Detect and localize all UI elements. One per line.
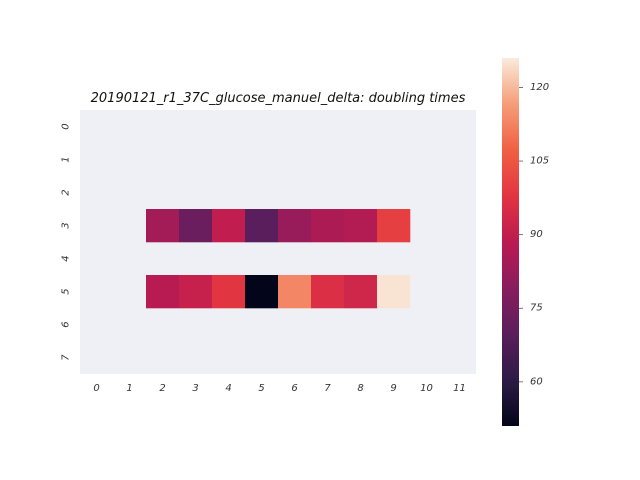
x-tick-label: 9 — [390, 383, 396, 394]
heatmap-cell-r5-c6 — [278, 275, 312, 309]
y-tick-label: 5 — [61, 288, 72, 294]
heatmap-cell-r5-c9 — [377, 275, 411, 309]
colorbar-ticks: 60 75 90 105 120 — [519, 82, 549, 387]
colorbar — [502, 58, 519, 426]
x-tick-label: 6 — [291, 383, 297, 394]
y-tick-label: 6 — [61, 321, 72, 327]
y-tick-label: 4 — [61, 255, 72, 261]
heatmap-cell-r3-c3 — [179, 209, 213, 243]
heatmap-cell-r3-c9 — [377, 209, 411, 243]
x-tick-label: 3 — [192, 383, 198, 394]
x-tick-label: 4 — [225, 383, 231, 394]
heatmap-cell-r5-c2 — [146, 275, 180, 309]
x-tick-label: 8 — [357, 383, 363, 394]
x-tick-label: 0 — [93, 383, 99, 394]
colorbar-tick-label: 105 — [530, 156, 549, 167]
heatmap-cell-r5-c7 — [311, 275, 345, 309]
y-tick-label: 2 — [61, 189, 72, 195]
chart-title: 20190121_r1_37C_glucose_manuel_delta: do… — [91, 91, 466, 106]
colorbar-tick-label: 75 — [530, 303, 543, 314]
y-tick-label: 3 — [61, 222, 72, 228]
x-tick-label: 7 — [324, 383, 331, 394]
x-tick-label: 1 — [126, 383, 132, 394]
heatmap-cell-r5-c8 — [344, 275, 378, 309]
heatmap-cell-r5-c5 — [245, 275, 279, 309]
y-tick-label: 0 — [61, 123, 72, 129]
colorbar-tick-label: 120 — [530, 82, 549, 93]
heatmap-cell-r3-c6 — [278, 209, 312, 243]
heatmap-cell-r5-c4 — [212, 275, 246, 309]
heatmap-cell-r3-c8 — [344, 209, 378, 243]
heatmap-cell-r5-c3 — [179, 275, 213, 309]
heatmap-cell-r3-c2 — [146, 209, 180, 243]
heatmap-cells — [146, 209, 411, 309]
x-tick-label: 5 — [258, 383, 264, 394]
colorbar-tick-label: 90 — [530, 229, 543, 240]
x-axis-ticks: 0 1 2 3 4 5 6 7 8 9 10 11 — [93, 383, 466, 394]
x-tick-label: 10 — [420, 383, 433, 394]
heatmap-cell-r3-c7 — [311, 209, 345, 243]
colorbar-tick-label: 60 — [530, 376, 543, 387]
y-axis-ticks: 0 1 2 3 4 5 6 7 — [61, 123, 72, 360]
heatmap-cell-r3-c5 — [245, 209, 279, 243]
x-tick-label: 2 — [159, 383, 165, 394]
y-tick-label: 7 — [61, 354, 72, 361]
y-tick-label: 1 — [61, 156, 72, 162]
heatmap-cell-r3-c4 — [212, 209, 246, 243]
x-tick-label: 11 — [453, 383, 466, 394]
